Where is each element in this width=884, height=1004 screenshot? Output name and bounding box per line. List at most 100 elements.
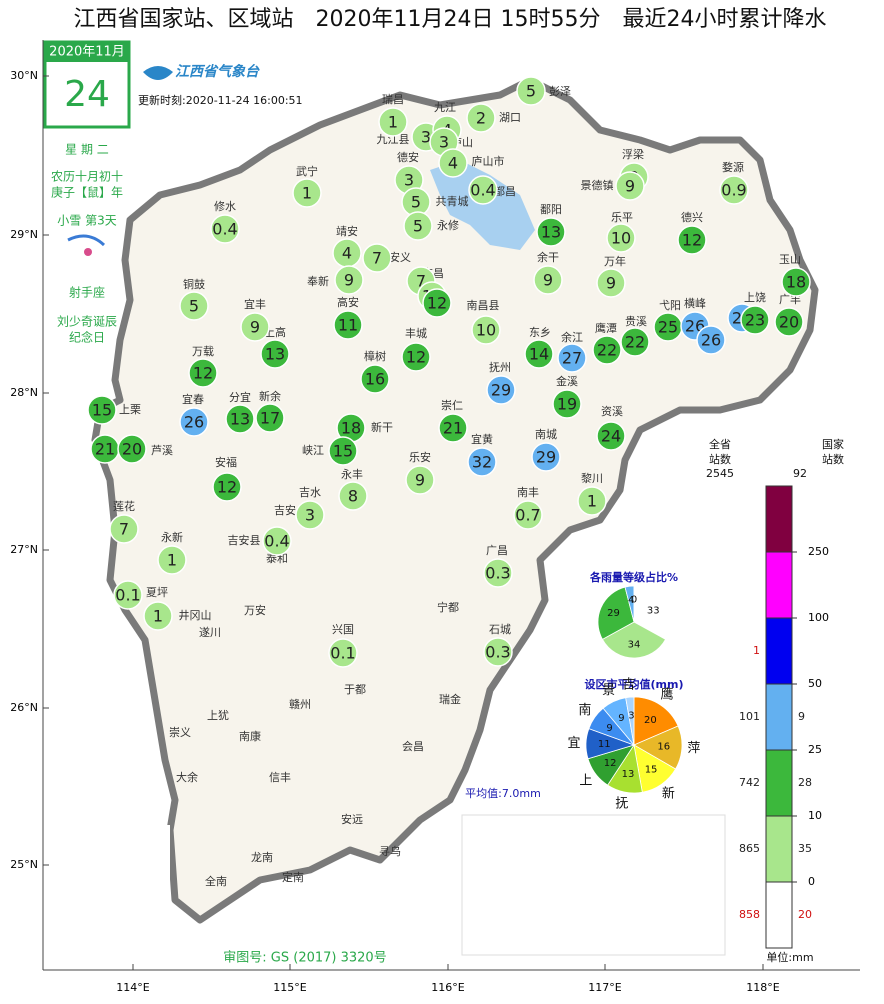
colorbar-band [765, 551, 793, 619]
place-label: 会昌 [402, 740, 424, 753]
legend-header: 站数 [822, 452, 844, 466]
station-bubble [240, 312, 270, 342]
station-bubble [188, 358, 218, 388]
pie-value: 12 [604, 758, 617, 769]
station-bubble [378, 107, 408, 137]
place-label: 安远 [341, 812, 363, 826]
station-bubble [466, 103, 496, 133]
logo-icon [143, 66, 173, 80]
station-value: 8 [348, 487, 358, 506]
station-value: 0.7 [515, 506, 540, 525]
station-bubble [677, 225, 707, 255]
national-count: 28 [798, 776, 812, 789]
station-value: 29 [491, 381, 511, 400]
station-bubble [468, 175, 498, 205]
station-bubble [212, 472, 242, 502]
weekday: 星 期 二 [65, 143, 109, 157]
place-label: 德兴 [681, 210, 703, 224]
station-bubble [295, 500, 325, 530]
place-label: 浮梁 [622, 147, 644, 161]
station-value: 11 [338, 316, 358, 335]
place-label: 乐平 [611, 211, 633, 224]
place-label: 龙南 [251, 851, 273, 864]
station-value: 3 [305, 506, 315, 525]
place-label: 奉新 [307, 274, 329, 288]
place-label: 金溪 [556, 374, 578, 388]
colorbar-label: 50 [808, 677, 822, 690]
lon-label: 114°E [116, 981, 149, 994]
station-value: 9 [543, 271, 553, 290]
sign-icon [67, 234, 106, 247]
pie-value: 33 [647, 606, 660, 617]
station-value: 12 [217, 478, 237, 497]
lunar: 农历十月初十 [51, 170, 123, 184]
place-label: 靖安 [336, 224, 358, 238]
station-value: 12 [193, 364, 213, 383]
place-label: 永新 [161, 530, 183, 544]
station-value: 22 [597, 341, 617, 360]
lat-label: 29°N [10, 228, 38, 241]
place-label: 婺源 [722, 160, 744, 174]
station-value: 0.1 [330, 644, 355, 663]
station-bubble [360, 364, 390, 394]
station-value: 29 [536, 448, 556, 467]
place-label: 景德镇 [581, 178, 614, 192]
place-label: 吉水 [299, 486, 321, 499]
station-value: 1 [302, 184, 312, 203]
legend-header: 全省 [709, 437, 731, 451]
pie-label: 新 [662, 786, 675, 802]
station-value: 20 [122, 440, 142, 459]
update-time: 更新时刻:2020-11-24 16:00:51 [138, 93, 303, 107]
station-bubble [438, 148, 468, 178]
place-label: 乐安 [409, 450, 431, 464]
station-value: 0.4 [470, 181, 495, 200]
station-bubble [225, 404, 255, 434]
event: 刘少奇诞辰 [57, 315, 117, 329]
station-bubble [362, 243, 392, 273]
place-label: 万安 [244, 603, 266, 617]
station-bubble [179, 291, 209, 321]
lat-label: 25°N [10, 858, 38, 871]
station-value: 1 [167, 551, 177, 570]
place-label: 湖口 [499, 111, 521, 124]
station-bubble [292, 178, 322, 208]
station-value: 4 [448, 154, 458, 173]
station-value: 12 [427, 294, 447, 313]
station-value: 5 [411, 193, 421, 212]
station-value: 7 [416, 272, 426, 291]
station-bubble [338, 481, 368, 511]
legend-header: 国家 [822, 437, 844, 451]
station-bubble [740, 305, 770, 335]
pie-value: 20 [644, 715, 657, 726]
station-bubble [471, 315, 501, 345]
approval: 审图号: GS (2017) 3320号 [223, 951, 386, 966]
place-label: 新余 [259, 389, 281, 403]
station-value: 0.4 [212, 220, 237, 239]
place-label: 遂川 [199, 625, 221, 639]
station-value: 21 [443, 419, 463, 438]
lon-label: 115°E [273, 981, 306, 994]
station-bubble [255, 403, 285, 433]
station-bubble [422, 288, 452, 318]
station-value: 24 [601, 427, 621, 446]
lat-label: 28°N [10, 386, 38, 399]
place-label: 上饶 [744, 291, 766, 304]
place-label: 宜黄 [471, 432, 493, 446]
province-count: 1 [753, 644, 760, 657]
place-label: 莲花 [113, 500, 135, 513]
pie-slice [633, 696, 679, 746]
colorbar-band [765, 815, 793, 883]
place-label: 贵溪 [625, 315, 647, 328]
station-bubble [592, 335, 622, 365]
station-bubble [552, 389, 582, 419]
place-label: 兴国 [332, 623, 354, 636]
place-label: 全南 [205, 874, 227, 888]
place-label: 资溪 [601, 405, 623, 418]
station-bubble [596, 268, 626, 298]
place-label: 余干 [537, 250, 559, 264]
solar-term: 小雪 第3天 [57, 214, 116, 228]
place-label: 九江县 [377, 133, 410, 146]
place-label: 宜丰 [244, 297, 266, 311]
place-label: 南城 [535, 428, 557, 441]
place-label: 大余 [176, 770, 198, 784]
